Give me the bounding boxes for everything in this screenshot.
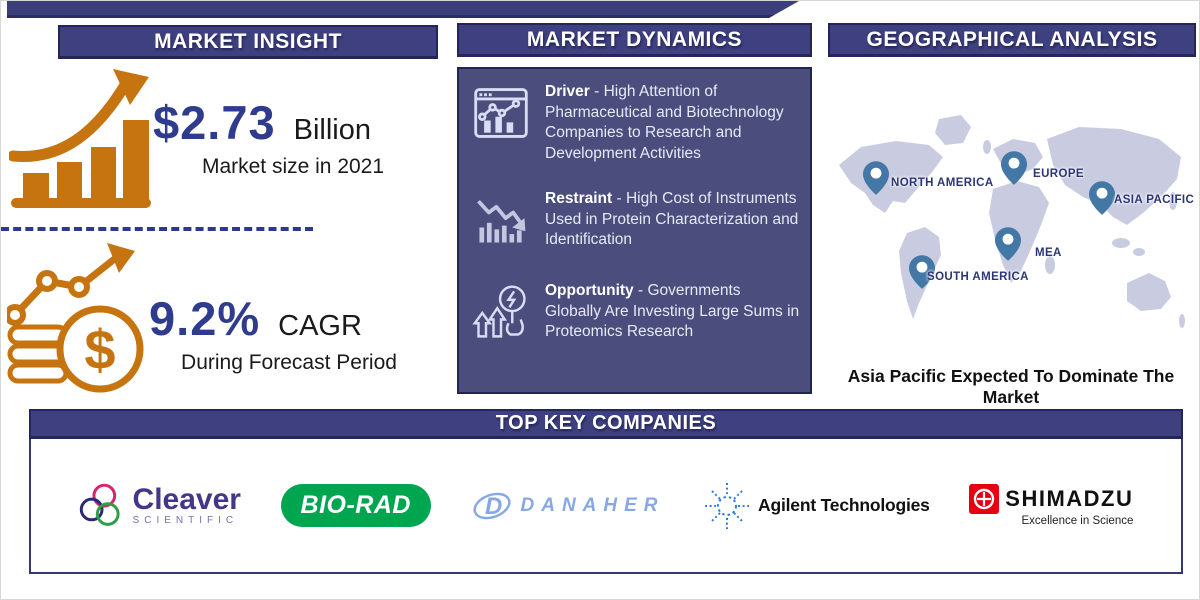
world-map: NORTH AMERICA EUROPE ASIA PACIFIC MEA SO… — [821, 105, 1199, 363]
dynamics-item-opportunity: Opportunity - Governments Globally Are I… — [471, 281, 800, 348]
biorad-pill: BIO-RAD — [280, 484, 431, 527]
logo-danaher: D DANAHER — [471, 488, 665, 524]
danaher-d-icon: D — [472, 492, 511, 520]
map-pin-mea — [995, 227, 1021, 261]
market-dynamics-header: MARKET DYNAMICS — [457, 23, 812, 57]
analytics-window-icon — [471, 82, 531, 149]
map-pin-north-america — [863, 161, 889, 195]
market-size-stat: $2.73 Billion Market size in 2021 — [153, 95, 433, 179]
cagr-unit: CAGR — [278, 310, 362, 342]
dynamics-item-text: Driver - High Attention of Pharmaceutica… — [545, 83, 784, 162]
dynamics-item-restraint: Restraint - High Cost of Instruments Use… — [471, 189, 800, 256]
geographical-analysis-header: GEOGRAPHICAL ANALYSIS — [828, 23, 1196, 57]
market-size-unit: Billion — [293, 114, 371, 146]
dynamics-item-label: Driver — [545, 83, 590, 100]
top-key-companies-header: TOP KEY COMPANIES — [29, 409, 1183, 439]
logo-agilent: Agilent Technologies — [704, 481, 930, 531]
cleaver-wordmark: Cleaver — [132, 482, 241, 516]
region-label-south-america: SOUTH AMERICA — [927, 271, 1029, 283]
dynamics-item-label: Restraint — [545, 190, 613, 207]
shimadzu-tagline: Excellence in Science — [1021, 515, 1134, 527]
rising-bar-chart-icon — [7, 61, 155, 211]
market-size-caption: Market size in 2021 — [201, 155, 385, 178]
idea-growth-icon — [471, 281, 531, 348]
cagr-value: 9.2% — [149, 292, 261, 345]
dynamics-item-text: Restraint - High Cost of Instruments Use… — [545, 190, 799, 248]
logo-cleaver-scientific: Cleaver SCIENTIFIC — [79, 483, 241, 529]
top-title-ribbon — [7, 1, 799, 18]
cagr-caption: During Forecast Period — [181, 351, 397, 374]
danaher-wordmark: DANAHER — [520, 494, 665, 516]
region-label-mea: MEA — [1035, 247, 1062, 259]
shimadzu-wordmark: SHIMADZU — [1005, 486, 1134, 511]
geographical-analysis-title: GEOGRAPHICAL ANALYSIS — [866, 27, 1158, 51]
shimadzu-mark-icon — [969, 484, 1000, 514]
market-dynamics-panel: Driver - High Attention of Pharmaceutica… — [457, 67, 812, 394]
map-pin-asia-pacific — [1089, 181, 1115, 215]
region-label-north-america: NORTH AMERICA — [891, 177, 994, 189]
market-insight-title: MARKET INSIGHT — [154, 29, 342, 53]
coins-growth-icon: $ — [4, 241, 149, 393]
top-key-companies-title: TOP KEY COMPANIES — [495, 412, 717, 434]
region-label-asia-pacific: ASIA PACIFIC — [1114, 194, 1195, 206]
map-pin-south-america — [909, 255, 935, 289]
agilent-wordmark: Agilent Technologies — [758, 495, 930, 515]
region-label-europe: EUROPE — [1033, 168, 1084, 180]
svg-text:$: $ — [84, 318, 115, 381]
dynamics-item-text: Opportunity - Governments Globally Are I… — [545, 282, 800, 340]
logo-bio-rad: BIO-RAD — [280, 484, 431, 527]
map-pin-europe — [1001, 151, 1027, 185]
market-insight-header: MARKET INSIGHT — [58, 25, 438, 59]
declining-chart-icon — [471, 189, 531, 256]
svg-text:D: D — [485, 493, 502, 520]
dynamics-item-driver: Driver - High Attention of Pharmaceutica… — [471, 82, 800, 164]
geo-caption: Asia Pacific Expected To Dominate The Ma… — [847, 366, 1175, 407]
logo-shimadzu: SHIMADZU Excellence in Science — [969, 484, 1133, 527]
dynamics-item-label: Opportunity — [545, 282, 634, 299]
market-size-value: $2.73 — [153, 96, 276, 149]
cagr-stat: 9.2% CAGR During Forecast Period — [149, 291, 429, 375]
agilent-starburst-icon — [705, 482, 750, 529]
cleaver-rings-icon — [79, 483, 120, 526]
companies-logo-box: Cleaver SCIENTIFIC BIO-RAD D DANAHER — [29, 439, 1183, 574]
biorad-wordmark: BIO-RAD — [300, 491, 411, 519]
dashed-divider — [1, 227, 313, 231]
cleaver-tagline: SCIENTIFIC — [132, 514, 239, 526]
market-dynamics-title: MARKET DYNAMICS — [526, 27, 743, 51]
